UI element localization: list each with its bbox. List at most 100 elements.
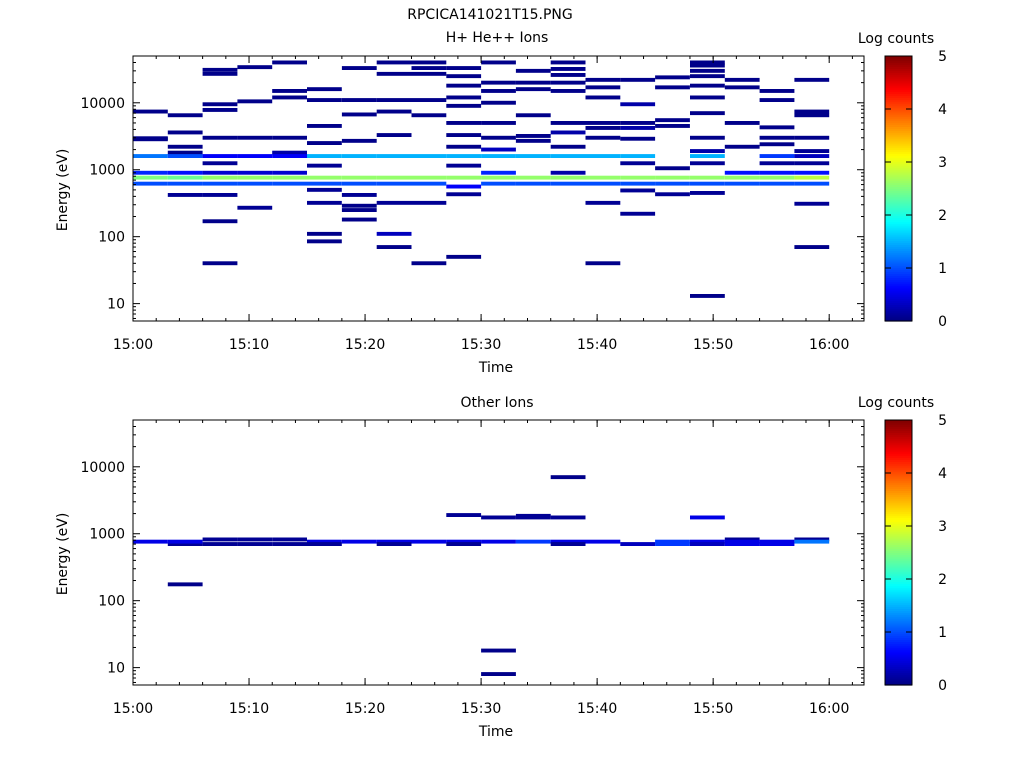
colorbar-segment [885,451,912,454]
colorbar-segment [885,645,912,649]
heatmap-cell [759,170,795,175]
colorbar-segment [885,492,912,496]
heatmap-cell [655,124,690,128]
colorbar-segment [885,610,912,614]
colorbar-frame [884,419,913,686]
colorbar-segment [885,306,912,310]
colorbar-segment [885,453,912,456]
colorbar-segment [885,314,912,318]
colorbar-segment [885,620,912,624]
heatmap-cell [585,261,621,266]
heatmap-cell [411,98,447,102]
colorbar-label: Log counts [858,395,934,411]
colorbar-segment [885,169,912,173]
heatmap-cell [620,211,656,216]
colorbar-segment [885,205,912,208]
colorbar-segment [885,70,912,74]
heatmap-cell [550,67,586,71]
heatmap-cell [341,539,377,544]
colorbar-segment [885,101,912,105]
heatmap-cell [202,193,238,197]
colorbar-segment [885,111,912,115]
heatmap-cell [307,239,342,244]
heatmap-cell [341,181,377,186]
heatmap-cell [690,294,725,298]
colorbar-segment [885,277,912,281]
colorbar-segment [885,84,912,88]
colorbar-segment [885,517,912,520]
colorbar-segment [885,490,912,494]
colorbar-segment [885,167,912,171]
colorbar-segment [885,134,912,138]
heatmap-cell [167,144,203,149]
colorbar-segment [885,219,912,223]
colorbar-segment [885,159,912,163]
heatmap-cell [272,542,307,546]
colorbar-segment [885,147,912,150]
heatmap-cell [376,245,412,249]
colorbar-segment [885,244,912,248]
heatmap-cell [133,175,168,180]
heatmap-cell [515,134,551,138]
colorbar-segment [885,475,912,479]
colorbar-segment [885,558,912,562]
colorbar-segment [885,680,912,684]
heatmap-cell [481,648,516,653]
heatmap-cell [272,154,307,158]
colorbar-segment [885,105,912,109]
colorbar-segment [885,577,912,581]
colorbar-segment [885,569,912,572]
heatmap-cell [690,181,725,186]
y-tick-label: 100 [98,230,125,246]
heatmap-cell [515,113,551,118]
heatmap-cell [272,175,307,180]
colorbar-segment [885,658,912,661]
colorbar-segment [885,163,912,167]
colorbar-segment [885,436,912,440]
colorbar-segment [885,473,912,477]
colorbar-segment [885,511,912,514]
colorbar-segment [885,294,912,297]
heatmap-cell [272,95,307,100]
colorbar-segment [885,296,912,299]
heatmap-cell [167,170,203,175]
colorbar-segment [885,602,912,605]
colorbar-segment [885,80,912,84]
x-tick-label: 15:00 [113,701,153,717]
colorbar-segment [885,287,912,291]
y-tick-label: 1000 [89,163,125,179]
heatmap-cell [202,537,238,542]
colorbar-segment [885,540,912,543]
colorbar-segment [885,463,912,467]
y-tick-label: 10000 [80,460,125,476]
heatmap-cell [794,539,830,544]
plot-frame [132,55,865,322]
heatmap-cell [307,542,342,546]
heatmap-cell [724,170,760,175]
heatmap-cell [411,200,447,205]
heatmap-cell [481,135,516,140]
heatmap-cell [550,154,586,158]
colorbar-segment [885,118,912,121]
colorbar-segment [885,200,912,204]
panel-other-ions: Other Ions Log counts Time Energy (eV) 1… [55,395,947,740]
colorbar-segment [885,432,912,436]
colorbar: 0 1 2 3 4 5 [884,413,947,694]
heatmap-cell [759,542,795,546]
heatmap-bins [133,475,830,676]
heatmap-cell [794,245,830,249]
colorbar-tick-label: 0 [938,678,947,694]
x-tick-label: 15:50 [693,701,733,717]
heatmap-cell [272,170,307,175]
heatmap-cell [550,542,586,546]
heatmap-cell [550,80,586,85]
heatmap-cell [690,63,725,68]
heatmap-cell [376,181,412,186]
x-tick-label: 15:40 [577,701,617,717]
colorbar-segment [885,471,912,475]
colorbar-segment [885,263,912,266]
panel-h-he-ions: H+ He++ Ions Log counts Time Energy (eV)… [55,30,947,376]
heatmap-cell [550,89,586,93]
heatmap-cell [620,102,656,107]
